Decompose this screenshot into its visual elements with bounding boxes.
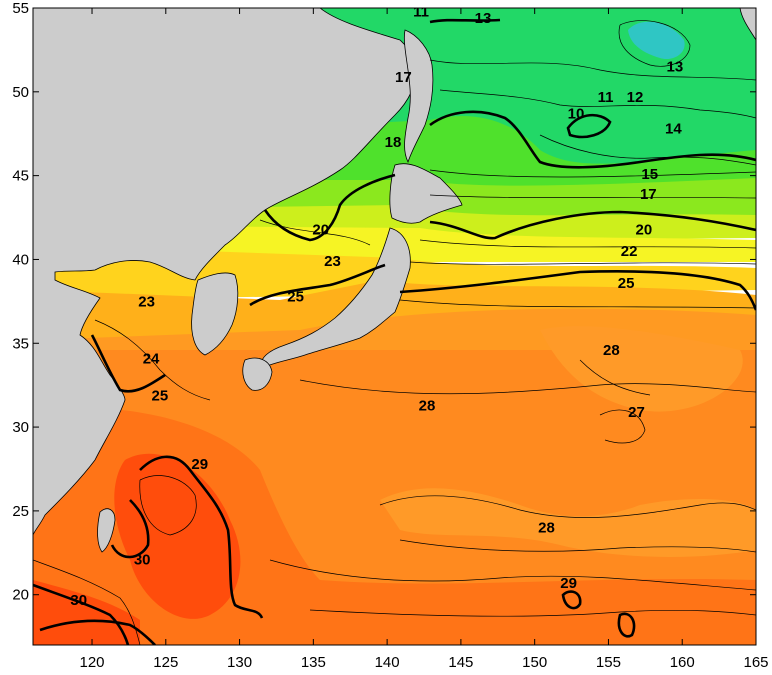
contour-label: 27: [628, 404, 645, 421]
contour-line: [439, 89, 756, 119]
contour-label: 24: [143, 350, 160, 367]
contour-line: [599, 409, 646, 444]
contour-label: 25: [287, 288, 304, 305]
contour-label: 20: [312, 221, 329, 238]
land-korea: [191, 272, 239, 356]
isotherm-25-west: [249, 263, 386, 307]
isotherm-20-east: [429, 210, 756, 240]
y-axis: 20 25 30 35 40 45 50 55: [12, 0, 756, 604]
y-tick-label: 45: [12, 168, 29, 185]
x-tick-label: 135: [301, 654, 326, 671]
y-tick-label: 20: [12, 587, 29, 604]
contour-label: 13: [667, 59, 684, 76]
x-tick-label: 155: [596, 654, 621, 671]
x-tick-label: 150: [522, 654, 547, 671]
contour-label: 15: [641, 166, 658, 183]
contour-label: 10: [568, 106, 585, 123]
isotherm-20: [263, 173, 396, 242]
x-tick-label: 165: [743, 654, 768, 671]
band-30-west: [33, 580, 140, 645]
band-10: [628, 21, 685, 60]
contour-line: [579, 359, 651, 396]
isotherm-25-china: [90, 334, 166, 393]
contour-line: [429, 194, 756, 199]
contour-label: 23: [138, 293, 155, 310]
contour-label: 28: [419, 397, 436, 414]
y-tick-label: 55: [12, 0, 29, 17]
land-kamchatka-tip: [739, 8, 756, 41]
isotherm-25: [399, 270, 756, 311]
contour-line: [429, 59, 756, 81]
x-tick-label: 160: [670, 654, 695, 671]
isotherm-15: [429, 110, 756, 169]
plot-area: 11 13 13 17 10 11 12 14 18 15 17 20 20 22 23 25 25 23 24 25…: [33, 3, 756, 645]
contour-label: 25: [152, 387, 169, 404]
x-tick-label: 130: [227, 654, 252, 671]
contour-labels: 11 13 13 17 10 11 12 14 18 15 17 20 20 22 23 25 25 23 24 25…: [70, 3, 684, 609]
contour-label: 30: [134, 552, 151, 569]
land-kyushu: [242, 357, 273, 391]
x-axis: 120 125 130 135 140 145 150 155 160 165: [80, 8, 769, 671]
contour-line: [429, 169, 756, 178]
contour-line: [399, 299, 756, 309]
contour-label: 28: [538, 520, 555, 537]
land-sakhalin: [403, 29, 434, 164]
contour-label: 29: [191, 456, 208, 473]
isotherm-29-ring: [561, 590, 582, 610]
land-masses: [33, 8, 756, 553]
land-taiwan: [97, 508, 116, 553]
contour-label: 20: [636, 221, 653, 238]
contour-label: 23: [324, 253, 341, 270]
contour-label: 28: [603, 342, 620, 359]
x-tick-label: 120: [80, 654, 105, 671]
contour-line: [269, 559, 756, 591]
contour-line: [379, 495, 756, 518]
contour-label: 12: [627, 89, 644, 106]
isotherm-30: [139, 455, 264, 619]
contour-line: [409, 261, 756, 265]
contour-label: 18: [385, 134, 402, 151]
x-tick-label: 125: [153, 654, 178, 671]
y-tick-label: 25: [12, 503, 29, 520]
contour-line: [309, 609, 756, 617]
contour-label: 11: [598, 89, 614, 106]
thin-contours: [33, 20, 756, 645]
contour-label: 17: [640, 186, 657, 203]
isotherm-29-ring2: [617, 612, 636, 638]
plot-frame: [32, 7, 757, 646]
contour-line: [299, 379, 756, 395]
y-tick-label: 40: [12, 251, 29, 268]
contour-line: [399, 539, 756, 553]
isotherm-11: [429, 18, 501, 24]
contour-line: [618, 20, 691, 67]
contour-label: 17: [395, 69, 412, 86]
contour-line: [539, 134, 756, 166]
isotherm-30-sw2: [39, 619, 156, 645]
contour-label: 25: [618, 275, 635, 292]
land-asia-mainland: [33, 8, 417, 536]
contour-label: 14: [665, 121, 682, 138]
land-hokkaido: [389, 163, 463, 224]
isotherm-30-sw: [33, 583, 130, 645]
contour-label: 11: [413, 3, 429, 20]
contour-line: [419, 239, 756, 249]
contour-label: 30: [70, 592, 87, 609]
x-tick-label: 145: [448, 654, 473, 671]
contour-line: [259, 219, 371, 246]
contour-label: 13: [475, 10, 492, 27]
contour-label: 22: [621, 243, 638, 260]
band-28-patch-east: [540, 326, 743, 412]
isotherm-10: [566, 113, 612, 139]
y-tick-label: 30: [12, 419, 29, 436]
x-tick-label: 140: [375, 654, 400, 671]
band-28-patch-south: [380, 488, 756, 557]
contour-line: [139, 475, 197, 536]
thick-contours: [33, 18, 756, 645]
isotherm-30-loop: [110, 499, 150, 559]
contour-label: 29: [560, 575, 577, 592]
contour-line: [94, 319, 211, 401]
y-tick-label: 35: [12, 335, 29, 352]
y-tick-label: 50: [12, 84, 29, 101]
